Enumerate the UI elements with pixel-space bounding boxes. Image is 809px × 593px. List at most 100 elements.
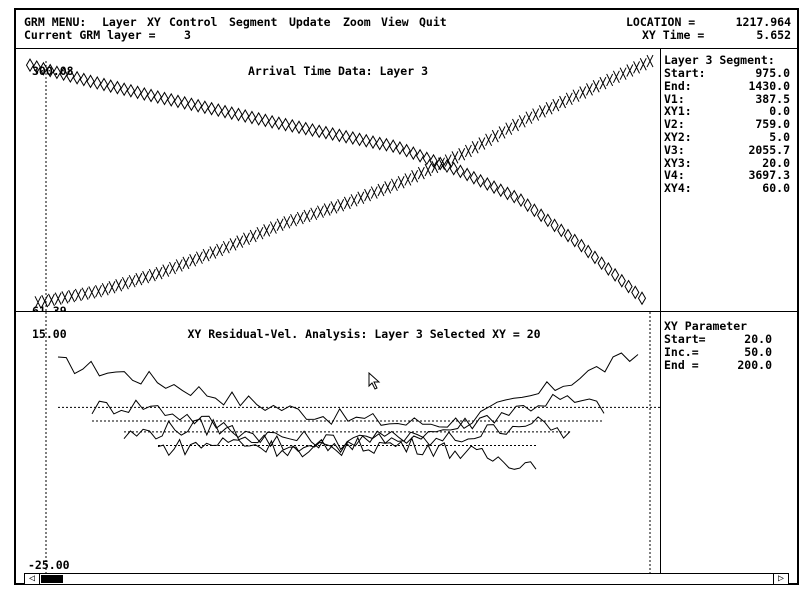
- data-point-diamond: [161, 92, 168, 104]
- data-point-cross: [398, 176, 404, 188]
- data-point-diamond: [417, 150, 424, 162]
- data-point-diamond: [134, 86, 141, 98]
- data-point-cross: [183, 257, 189, 269]
- data-point-cross: [412, 170, 418, 182]
- segment-row-value: 1430.0: [748, 80, 790, 93]
- data-point-diamond: [349, 132, 356, 144]
- data-point-cross: [613, 71, 619, 83]
- data-point-cross: [62, 291, 68, 303]
- data-point-cross: [324, 204, 330, 216]
- mouse-pointer-icon: [368, 372, 382, 390]
- xy-parameter-row-value: 20.0: [744, 333, 772, 346]
- menu-item-segment[interactable]: Segment: [229, 16, 277, 29]
- data-point-diamond: [255, 113, 262, 125]
- data-point-cross: [385, 181, 391, 193]
- data-point-cross: [580, 87, 586, 99]
- data-point-cross: [647, 55, 653, 67]
- data-point-cross: [284, 216, 290, 228]
- data-point-cross: [170, 262, 176, 274]
- current-layer-value: 3: [184, 29, 191, 42]
- data-point-diamond: [504, 187, 511, 199]
- menu-item-zoom[interactable]: Zoom: [343, 16, 371, 29]
- data-point-cross: [634, 61, 640, 73]
- data-point-cross: [358, 192, 364, 204]
- data-point-cross: [69, 290, 75, 302]
- menu-item-update[interactable]: Update: [289, 16, 331, 29]
- residual-series-line: [124, 417, 570, 457]
- current-layer-label: Current GRM layer =: [24, 29, 156, 42]
- data-point-diamond: [174, 95, 181, 107]
- data-point-cross: [499, 126, 505, 138]
- data-point-cross: [472, 141, 478, 153]
- data-point-cross: [203, 249, 209, 261]
- data-point-cross: [210, 247, 216, 259]
- data-point-diamond: [376, 137, 383, 149]
- app-frame: GRM MENU: Layer XY Control Segment Updat…: [14, 8, 799, 585]
- data-point-diamond: [551, 219, 558, 231]
- horizontal-scrollbar[interactable]: ◁ ▷: [24, 573, 789, 585]
- menu-item-control[interactable]: Control: [169, 16, 217, 29]
- data-point-diamond: [235, 109, 242, 121]
- data-point-cross: [418, 167, 424, 179]
- data-point-diamond: [396, 142, 403, 154]
- data-point-diamond: [356, 133, 363, 145]
- data-point-cross: [143, 271, 149, 283]
- data-point-cross: [89, 286, 95, 298]
- data-point-cross: [425, 164, 431, 176]
- data-point-diamond: [154, 91, 161, 103]
- data-point-diamond: [423, 152, 430, 164]
- data-point-cross: [546, 102, 552, 114]
- residual-velocity-chart: 15.00-25.00XY Residual-Vel. Analysis: La…: [16, 312, 660, 575]
- segment-row-value: 2055.7: [748, 144, 790, 157]
- xy-time-label: XY Time =: [642, 29, 704, 42]
- data-point-diamond: [383, 139, 390, 151]
- data-point-diamond: [464, 169, 471, 181]
- data-point-diamond: [181, 97, 188, 109]
- data-point-diamond: [410, 147, 417, 159]
- data-point-cross: [627, 65, 633, 77]
- data-point-cross: [640, 58, 646, 70]
- data-point-diamond: [363, 135, 370, 147]
- data-point-cross: [75, 289, 81, 301]
- menu-item-quit[interactable]: Quit: [419, 16, 447, 29]
- cross-series: [35, 55, 653, 308]
- data-point-diamond: [517, 194, 524, 206]
- scroll-right-arrow-icon[interactable]: ▷: [773, 574, 788, 584]
- data-point-cross: [190, 254, 196, 266]
- data-point-diamond: [302, 123, 309, 135]
- xy-parameter-row-value: 50.0: [744, 346, 772, 359]
- menu-item-view[interactable]: View: [381, 16, 409, 29]
- data-point-cross: [519, 115, 525, 127]
- data-point-cross: [257, 227, 263, 239]
- data-point-cross: [156, 267, 162, 279]
- data-point-cross: [338, 199, 344, 211]
- data-point-diamond: [74, 72, 81, 84]
- data-point-cross: [560, 96, 566, 108]
- segment-row-value: 5.0: [769, 131, 790, 144]
- segment-row-value: 975.0: [755, 67, 790, 80]
- scroll-thumb[interactable]: [41, 575, 63, 583]
- scroll-left-arrow-icon[interactable]: ◁: [25, 574, 40, 584]
- side-panel-divider: [660, 48, 661, 575]
- data-point-cross: [196, 252, 202, 264]
- data-point-diamond: [87, 75, 94, 87]
- data-point-diamond: [269, 116, 276, 128]
- data-point-diamond: [565, 229, 572, 241]
- data-point-cross: [465, 145, 471, 157]
- data-point-cross: [82, 288, 88, 300]
- data-point-diamond: [558, 224, 565, 236]
- data-point-cross: [129, 275, 135, 287]
- data-point-diamond: [585, 246, 592, 258]
- data-point-cross: [96, 285, 102, 297]
- data-point-diamond: [148, 90, 155, 102]
- xy-parameter-row-label: End =: [664, 358, 699, 372]
- data-point-diamond: [390, 140, 397, 152]
- data-point-cross: [149, 269, 155, 281]
- segment-row-label: XY4:: [664, 181, 692, 195]
- data-point-cross: [486, 134, 492, 146]
- data-point-cross: [512, 119, 518, 131]
- data-point-diamond: [80, 74, 87, 86]
- y-axis-max-label: 15.00: [32, 327, 67, 341]
- segment-row-value: 60.0: [762, 182, 790, 195]
- xy-parameter-panel: XY Parameter Start= 20.0 Inc.= 50.0 End = 200…: [664, 320, 772, 371]
